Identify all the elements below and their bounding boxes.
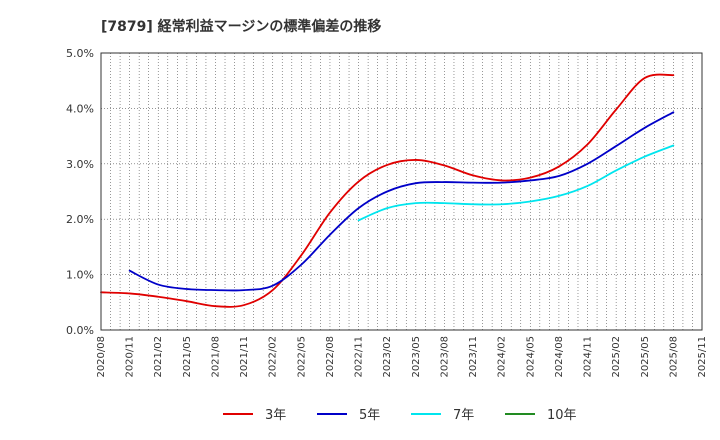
x-tick-label: 2024/11 <box>583 336 594 378</box>
legend-label-1: 5年 <box>359 408 380 423</box>
x-tick-label: 2022/02 <box>268 336 279 378</box>
legend-label-2: 7年 <box>453 408 474 423</box>
legend-label-3: 10年 <box>547 408 577 423</box>
y-tick-label: 5.0% <box>66 47 94 60</box>
x-tick-label: 2022/05 <box>296 336 307 378</box>
grid <box>100 52 703 331</box>
y-tick-label: 2.0% <box>66 213 94 226</box>
legend: 3年 5年 7年 10年 <box>223 408 577 423</box>
y-tick-label: 3.0% <box>66 158 94 171</box>
plot-border <box>100 52 703 331</box>
x-tick-label: 2024/05 <box>525 336 536 378</box>
x-tick-label: 2023/05 <box>411 336 422 378</box>
x-tick-label: 2021/11 <box>239 336 250 378</box>
x-tick-label: 2025/11 <box>697 336 708 378</box>
series-line-2 <box>357 144 675 222</box>
x-tick-label: 2023/08 <box>439 336 450 378</box>
series-lines <box>100 73 675 308</box>
x-tick-label: 2022/08 <box>325 336 336 378</box>
chart-title: [7879] 経常利益マージンの標準偏差の推移 <box>101 18 381 35</box>
x-tick-label: 2021/02 <box>153 336 164 378</box>
legend-label-0: 3年 <box>265 408 286 423</box>
x-tick-label: 2020/11 <box>125 336 136 378</box>
x-tick-label: 2024/08 <box>554 336 565 378</box>
x-tick-label: 2022/11 <box>354 336 365 378</box>
x-tick-label: 2023/02 <box>382 336 393 378</box>
x-tick-label: 2021/05 <box>182 336 193 378</box>
x-tick-label: 2023/11 <box>468 336 479 378</box>
x-tick-label: 2025/05 <box>640 336 651 378</box>
plot-area <box>101 53 702 330</box>
x-tick-label: 2021/08 <box>210 336 221 378</box>
x-tick-label: 2025/08 <box>668 336 679 378</box>
y-tick-label: 4.0% <box>66 102 94 115</box>
axes: 0.0% 1.0% 2.0% 3.0% 4.0% 5.0% 2020/08 2020/11 20… <box>66 47 708 378</box>
y-tick-label: 0.0% <box>66 324 94 337</box>
y-tick-label: 1.0% <box>66 269 94 282</box>
x-tick-label: 2024/02 <box>497 336 508 378</box>
series-line-0 <box>100 73 675 308</box>
x-tick-label: 2020/08 <box>96 336 107 378</box>
series-line-1 <box>128 111 675 292</box>
x-tick-label: 2025/02 <box>611 336 622 378</box>
